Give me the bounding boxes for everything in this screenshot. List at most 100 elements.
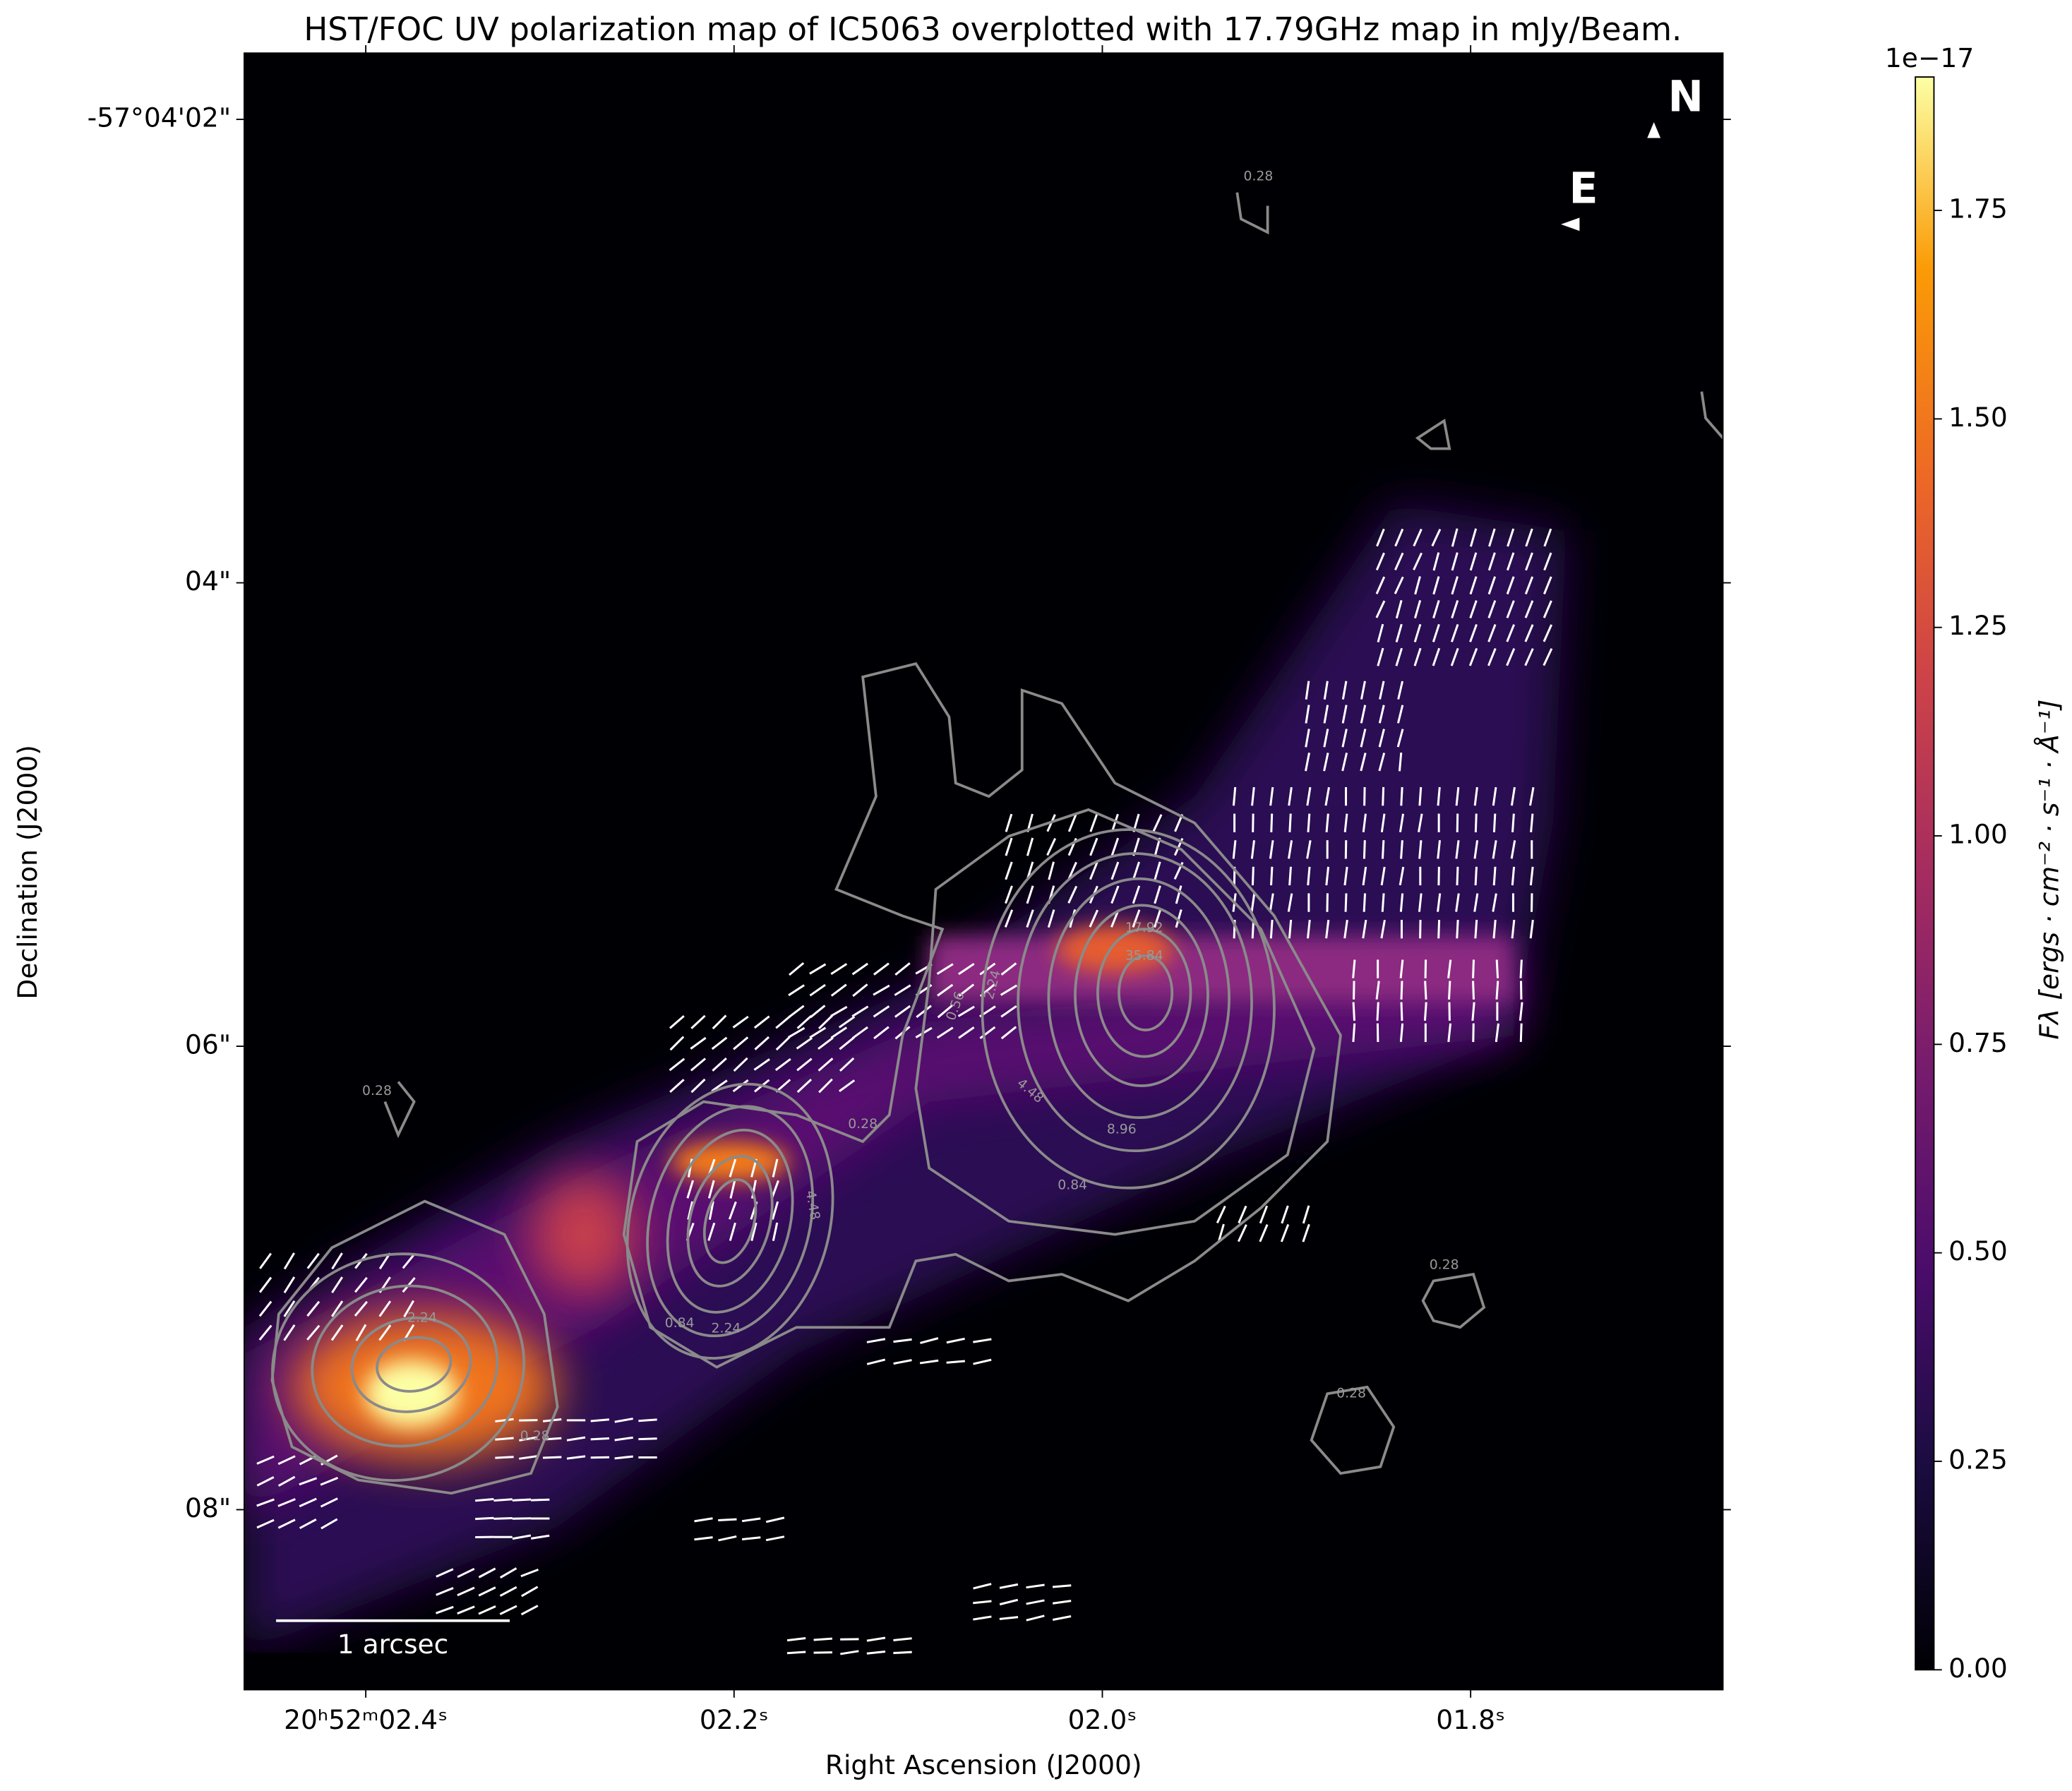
contour [622,661,1342,1369]
polarization-vector [320,1497,338,1508]
polarization-vector [729,1158,737,1178]
polarization-vector [1306,840,1312,859]
polarization-vector [1363,893,1367,912]
polarization-vector [1432,552,1440,571]
polarization-vector [1506,600,1515,618]
polarization-vector [306,1300,321,1317]
colorbar-label: Fλ [ergs · cm⁻² · s⁻¹ · Å⁻¹] [2033,700,2064,1040]
polarization-vector [711,1079,728,1092]
polarization-vector [457,1567,475,1579]
polarization-vector [1447,959,1452,978]
polarization-vector [873,962,890,976]
polarization-vector [499,1586,517,1597]
polarization-vector [1432,623,1440,642]
polarization-vector [1067,813,1077,832]
polarization-vector [1529,866,1534,886]
polarization-vector [1288,919,1293,939]
polarization-vector [520,1605,539,1616]
polarization-vector [1360,753,1367,772]
polarization-vector [866,1338,886,1343]
polarization-vector [669,1079,685,1093]
polarization-vector [1380,813,1386,832]
polarization-vector [1418,813,1423,832]
polarization-vector [1398,753,1403,772]
polarization-vector [1307,866,1311,886]
north-arrow [1647,121,1661,138]
polarization-vector [813,1637,832,1641]
polarization-vector [1511,866,1516,886]
polarization-vector [1487,576,1497,595]
polarization-vector [694,1517,713,1523]
polarization-vector [1414,576,1421,595]
polarization-vector [1250,840,1256,859]
polarization-vector [1005,885,1013,904]
polarization-vector [1360,681,1366,700]
polarization-vector [958,962,975,976]
scale-bar-label: 1 arcsec [337,1629,449,1660]
polarization-vector [973,1615,992,1621]
polarization-vector [1413,623,1422,642]
polarization-vector [775,1015,791,1029]
polarization-vector [1324,786,1330,806]
polarization-vector [1456,866,1459,886]
colorbar-offset: 1e−17 [1885,42,1974,73]
polarization-vector [1495,1023,1499,1043]
polarization-vector [1026,1583,1045,1589]
polarization-vector [866,1636,886,1642]
contour [270,1199,559,1495]
polarization-vector [1394,552,1404,570]
polarization-vector [1307,919,1311,939]
polarization-vector [866,1358,886,1365]
polarization-vector [478,1605,496,1615]
polarization-vector [1525,528,1533,547]
polarization-vector [1456,919,1459,939]
chart-title: HST/FOC UV polarization map of IC5063 ov… [304,11,1682,48]
contour [1118,954,1174,1031]
polarization-vector [1399,959,1404,978]
polarization-vector [729,1180,736,1199]
polarization-vector [687,1201,694,1220]
polarization-vector [331,1252,343,1270]
contour [686,1154,774,1288]
polarization-vector [1418,840,1423,859]
polarization-vector [1473,893,1479,912]
polarization-vector [937,983,954,997]
polarization-vector [1543,648,1553,666]
polarization-vector [1451,600,1459,619]
polarization-vector [1047,909,1055,928]
colorbar [1915,76,1935,1671]
polarization-vector [694,1536,713,1541]
x-tick-label: 20ʰ52ᵐ02.4ˢ [284,1704,448,1735]
polarization-vector [741,1536,761,1541]
polarization-vector [1306,786,1312,806]
polarization-vector [493,1498,513,1502]
polarization-vector [512,1534,532,1540]
polarization-vector [1492,866,1497,886]
polarization-vector [1400,1002,1403,1021]
polarization-vector [830,983,847,997]
polarization-vector [1510,840,1516,859]
polarization-vector [1341,753,1348,772]
contour [666,1128,794,1314]
polarization-vector [873,984,890,996]
polarization-vector [1511,919,1516,939]
contour-label: 17.92 [1125,921,1163,935]
polarization-vector [1343,919,1348,939]
polarization-vector [499,1567,517,1579]
polarization-vector [495,1437,514,1441]
polarization-vector [1524,624,1534,642]
polarization-vector [1281,1205,1289,1224]
polarization-vector [1052,1615,1072,1621]
polarization-vector [1413,552,1423,570]
polarization-vector [1026,837,1034,856]
polarization-vector [1432,647,1441,666]
polarization-vector [614,1436,633,1442]
polarization-vector [999,1616,1019,1620]
polarization-vector [1305,729,1310,748]
polarization-vector [1376,528,1385,547]
polarization-vector [893,1338,912,1343]
polarization-vector [894,1005,911,1018]
polarization-vector [1152,814,1163,832]
polarization-vector [1270,813,1274,832]
polarization-vector [1400,786,1403,806]
